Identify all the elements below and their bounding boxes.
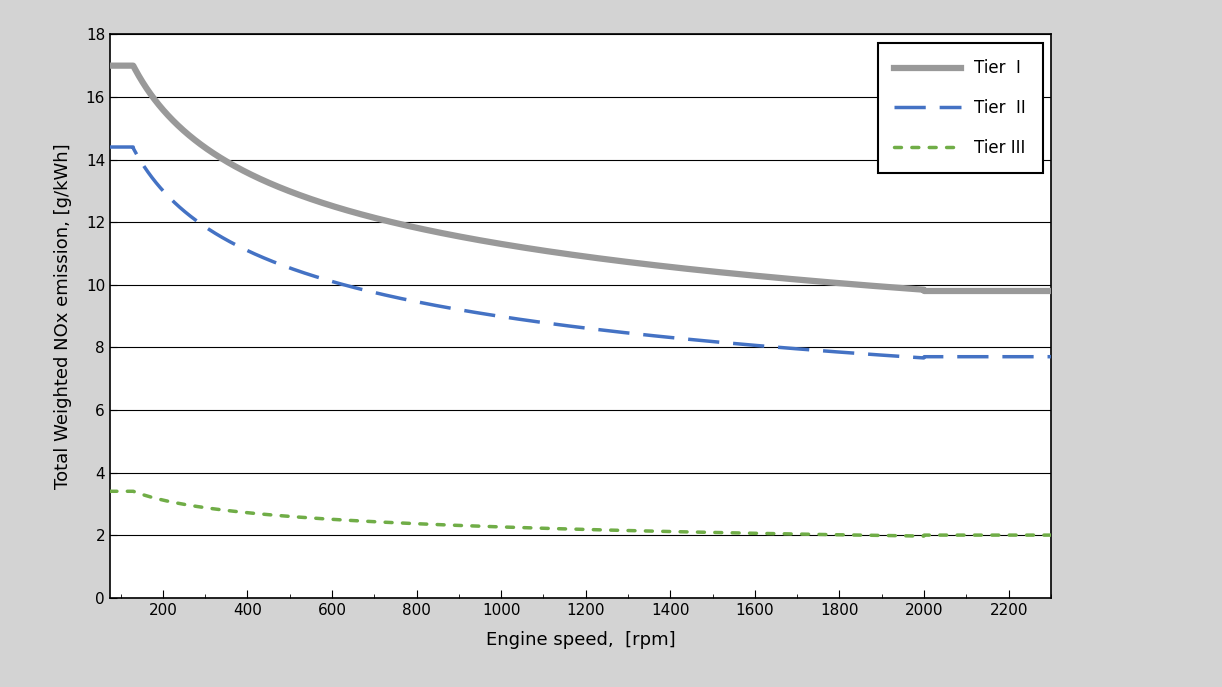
X-axis label: Engine speed,  [rpm]: Engine speed, [rpm] (485, 631, 676, 649)
Tier  II (924, 352, 938, 361)
Tier III (505, 523, 519, 532)
Tier  I (505, 242, 519, 250)
Line: Tier III: Tier III (110, 491, 1051, 536)
Tier III (924, 531, 938, 539)
Line: Tier  I: Tier I (110, 66, 1051, 291)
Tier  I (1025, 287, 1040, 295)
Tier  I (916, 287, 931, 295)
Tier III (1025, 531, 1040, 539)
Tier III (463, 521, 478, 530)
Tier III (103, 487, 117, 495)
Legend: Tier  I, Tier  II, Tier III: Tier I, Tier II, Tier III (877, 43, 1042, 173)
Tier III (210, 505, 225, 513)
Tier  II (210, 230, 225, 238)
Line: Tier  II: Tier II (110, 147, 1051, 358)
Tier III (266, 511, 281, 519)
Tier  II (463, 308, 478, 316)
Tier  II (505, 314, 519, 322)
Tier  I (1044, 287, 1058, 295)
Tier  II (916, 354, 931, 362)
Tier  II (1044, 352, 1058, 361)
Tier III (1044, 531, 1058, 539)
Y-axis label: Total Weighted NOx emission, [g/kWh]: Total Weighted NOx emission, [g/kWh] (54, 143, 72, 489)
Tier  II (266, 258, 281, 266)
Tier  I (924, 287, 938, 295)
Tier  I (463, 234, 478, 243)
Tier  I (103, 62, 117, 70)
Tier  I (210, 152, 225, 160)
Tier  II (103, 143, 117, 151)
Tier III (916, 532, 931, 540)
Tier  II (1025, 352, 1040, 361)
Tier  I (266, 181, 281, 189)
